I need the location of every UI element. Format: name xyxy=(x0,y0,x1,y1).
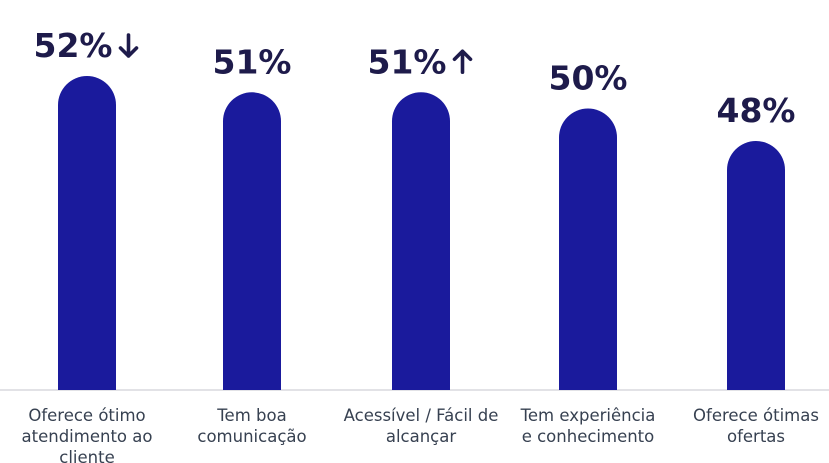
value-label-group-5: 48% xyxy=(717,91,796,130)
category-label-line: Oferece ótimo xyxy=(28,406,145,425)
category-label-line: Tem experiência xyxy=(520,406,656,425)
value-label-group-2: 51% xyxy=(213,42,292,81)
category-label-line: ofertas xyxy=(727,427,785,446)
bar-3 xyxy=(392,92,450,390)
category-label-line: Acessível / Fácil de xyxy=(344,406,499,425)
category-label-5: Oferece ótimas ofertas xyxy=(693,406,819,446)
bar-1 xyxy=(58,76,116,390)
category-label-3: Acessível / Fácil de alcançar xyxy=(344,406,499,446)
category-label-line: atendimento ao xyxy=(22,427,153,446)
bar-5 xyxy=(727,141,785,390)
category-label-line: cliente xyxy=(59,448,114,463)
category-label-line: e conhecimento xyxy=(522,427,655,446)
value-label: 51% xyxy=(368,42,447,81)
category-label-line: Oferece ótimas xyxy=(693,406,819,425)
category-label-2: Tem boa comunicação xyxy=(197,406,306,446)
category-label-line: alcançar xyxy=(386,427,457,446)
value-label-group-3: 51% xyxy=(368,42,473,81)
value-label-group-1: 52% xyxy=(34,26,139,65)
category-label-line: comunicação xyxy=(197,427,306,446)
value-label: 50% xyxy=(549,59,628,98)
bar-2 xyxy=(223,92,281,390)
bar-4 xyxy=(559,108,617,390)
value-label: 51% xyxy=(213,42,292,81)
category-label-line: Tem boa xyxy=(216,406,286,425)
value-label-group-4: 50% xyxy=(549,59,628,98)
arrow-down-icon xyxy=(118,33,139,58)
category-label-1: Oferece ótimo atendimento ao cliente xyxy=(22,406,153,463)
value-label: 52% xyxy=(34,26,113,65)
arrow-up-icon xyxy=(452,49,473,75)
category-label-4: Tem experiência e conhecimento xyxy=(520,406,656,446)
value-label: 48% xyxy=(717,91,796,130)
